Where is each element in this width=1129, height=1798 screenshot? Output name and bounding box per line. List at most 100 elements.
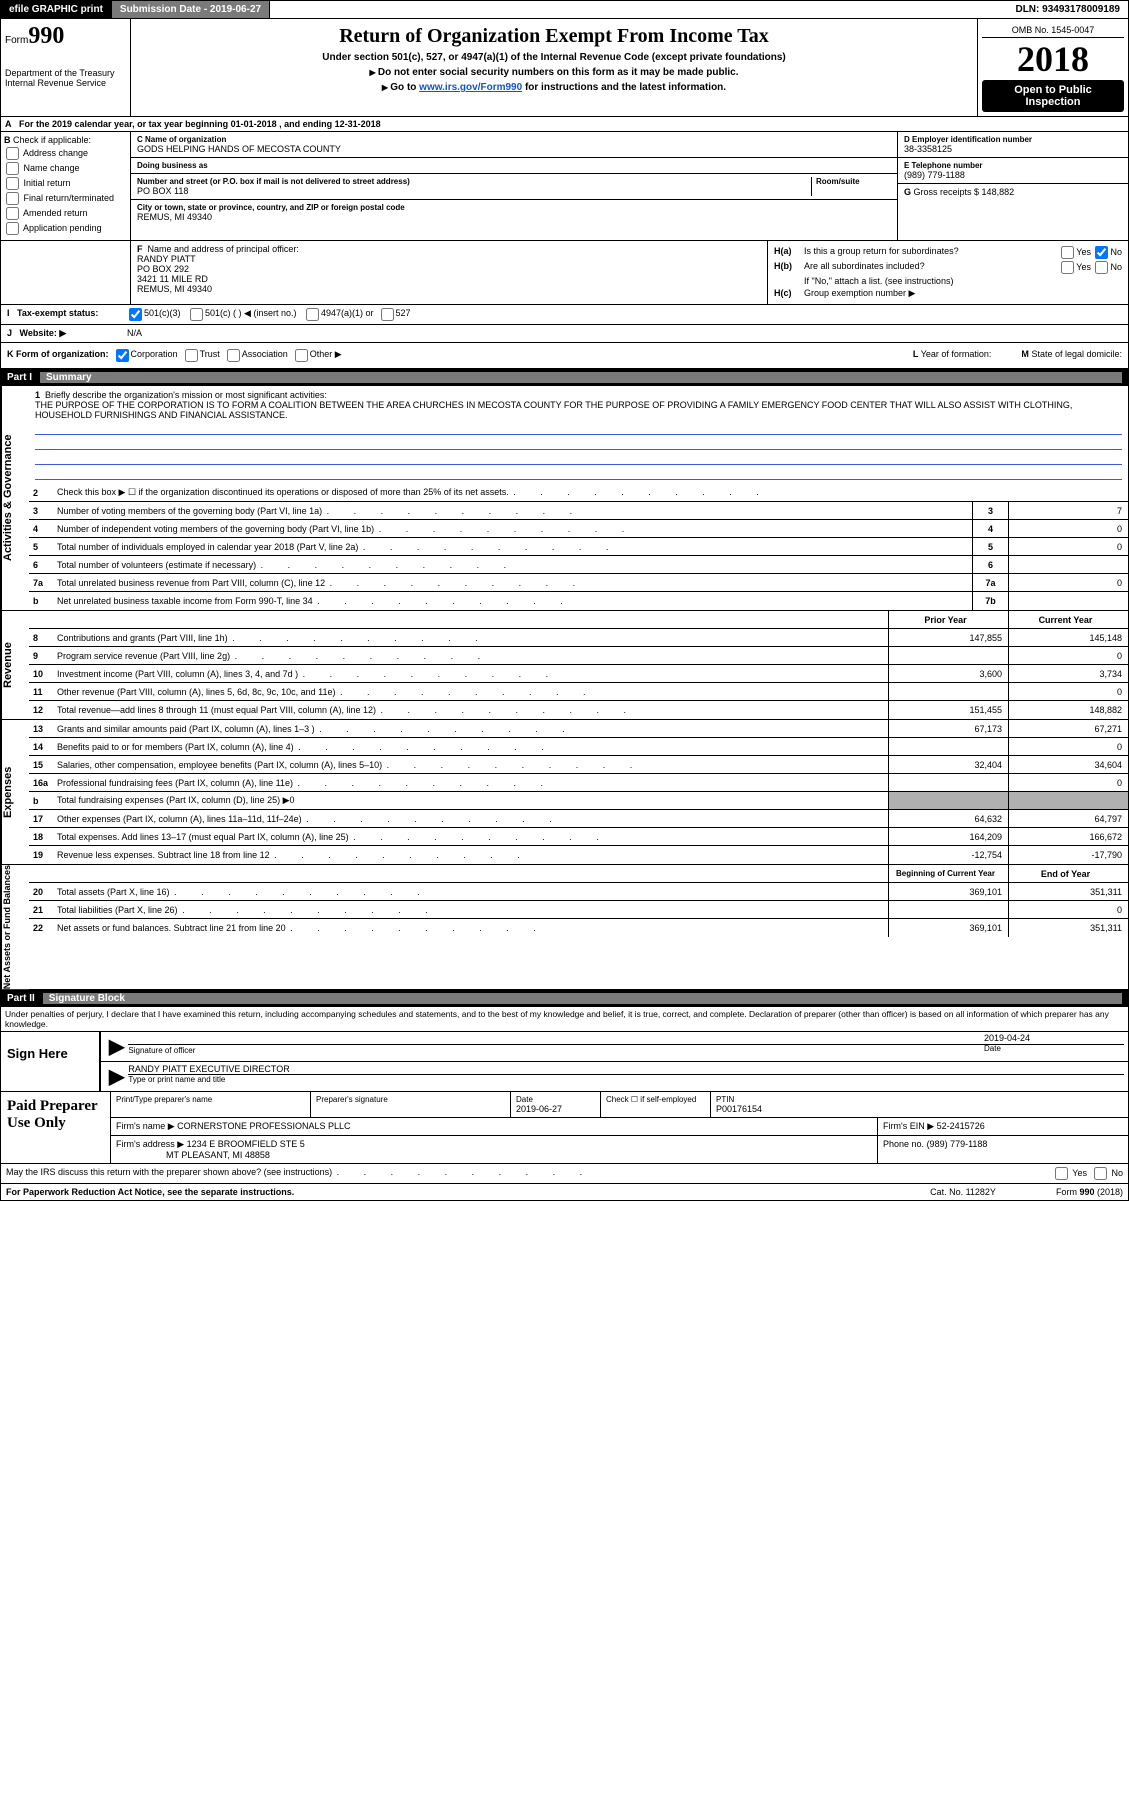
website-value: N/A <box>127 328 142 339</box>
signature-declaration: Under penalties of perjury, I declare th… <box>0 1007 1129 1032</box>
gov-line: 7aTotal unrelated business revenue from … <box>29 574 1128 592</box>
chk-final-return[interactable]: Final return/terminated <box>4 192 127 205</box>
a-ending: , and ending 12-31-2018 <box>279 119 381 129</box>
gov-line: 3Number of voting members of the governi… <box>29 502 1128 520</box>
col-f: F Name and address of principal officer:… <box>131 241 768 304</box>
net-line: 21Total liabilities (Part X, line 26)0 <box>29 901 1128 919</box>
hb-yes[interactable] <box>1061 261 1074 274</box>
chk-501c3[interactable] <box>129 308 142 321</box>
net-col-headers: Beginning of Current Year End of Year <box>29 865 1128 883</box>
hb-no[interactable] <box>1095 261 1108 274</box>
form-number-cell: Form990 Department of the Treasury Inter… <box>1 19 131 116</box>
chk-corp[interactable] <box>116 349 129 362</box>
form-number: 990 <box>28 23 64 49</box>
sign-here-label: Sign Here <box>1 1032 101 1091</box>
chk-app-pending[interactable]: Application pending <box>4 222 127 235</box>
officer-printed-name: RANDY PIATT EXECUTIVE DIRECTOR <box>128 1064 1124 1074</box>
chk-assoc[interactable] <box>227 349 240 362</box>
hc-text: Group exemption number ▶ <box>804 288 915 299</box>
org-city: REMUS, MI 49340 <box>137 212 891 222</box>
revenue-section: Revenue Prior Year Current Year 8Contrib… <box>0 611 1129 720</box>
prep-name-label: Print/Type preparer's name <box>116 1095 305 1104</box>
chk-trust[interactable] <box>185 349 198 362</box>
chk-4947[interactable] <box>306 308 319 321</box>
sig-date: 2019-04-24 <box>984 1033 1124 1043</box>
firm-addr-label: Firm's address ▶ <box>116 1139 184 1149</box>
cat-no: Cat. No. 11282Y <box>930 1187 996 1197</box>
j-label: J <box>7 328 12 338</box>
ha-text: Is this a group return for subordinates? <box>804 246 959 259</box>
omb-number: OMB No. 1545-0047 <box>982 23 1124 38</box>
row-j: J Website: ▶ N/A <box>0 325 1129 343</box>
discuss-yes[interactable] <box>1055 1167 1068 1180</box>
rev-line: 12Total revenue—add lines 8 through 11 (… <box>29 701 1128 719</box>
l-label: L <box>913 349 919 359</box>
part2-header: Part II Signature Block <box>0 990 1129 1007</box>
net-line: 20Total assets (Part X, line 16)369,1013… <box>29 883 1128 901</box>
exp-line: 15Salaries, other compensation, employee… <box>29 756 1128 774</box>
mission-rule <box>35 438 1122 450</box>
form-note-ssn: Do not enter social security numbers on … <box>137 67 971 78</box>
officer-name: RANDY PIATT <box>137 254 196 264</box>
mission-rule <box>35 453 1122 465</box>
firm-phone-label: Phone no. <box>883 1139 924 1149</box>
footer-row: For Paperwork Reduction Act Notice, see … <box>0 1184 1129 1201</box>
ha-no[interactable] <box>1095 246 1108 259</box>
hdr-end: End of Year <box>1008 865 1128 882</box>
ha-label: H(a) <box>774 246 804 259</box>
exp-line: 18Total expenses. Add lines 13–17 (must … <box>29 828 1128 846</box>
row-a: A For the 2019 calendar year, or tax yea… <box>0 117 1129 132</box>
opt-assoc: Association <box>242 349 288 362</box>
irs-link[interactable]: www.irs.gov/Form990 <box>419 82 522 93</box>
self-employed-check[interactable]: Check ☐ if self-employed <box>601 1092 711 1117</box>
g-label: G <box>904 187 911 197</box>
officer-addr1: PO BOX 292 <box>137 264 189 274</box>
opt-527: 527 <box>396 308 411 321</box>
a-text: For the 2019 calendar year, or tax year … <box>19 119 277 129</box>
irs-discuss-q: May the IRS discuss this return with the… <box>6 1167 584 1180</box>
discuss-no[interactable] <box>1094 1167 1107 1180</box>
efile-print-button[interactable]: efile GRAPHIC print <box>1 1 112 18</box>
row-i: I Tax-exempt status: 501(c)(3) 501(c) ( … <box>0 305 1129 325</box>
chk-initial-return[interactable]: Initial return <box>4 177 127 190</box>
firm-ein: 52-2415726 <box>937 1121 985 1131</box>
opt-other: Other ▶ <box>310 349 342 362</box>
a-label: A <box>5 119 12 129</box>
tab-netassets: Net Assets or Fund Balances <box>1 865 29 989</box>
form-note-goto: Go to www.irs.gov/Form990 for instructio… <box>137 82 971 93</box>
org-address: PO BOX 118 <box>137 186 811 196</box>
tab-revenue: Revenue <box>1 611 29 719</box>
chk-name-change[interactable]: Name change <box>4 162 127 175</box>
opt-501c: 501(c) ( ) ◀ (insert no.) <box>205 308 296 321</box>
e-phone-label: E Telephone number <box>904 161 1122 170</box>
col-h: H(a) Is this a group return for subordin… <box>768 241 1128 304</box>
hc-label: H(c) <box>774 288 804 299</box>
gov-line: 4Number of independent voting members of… <box>29 520 1128 538</box>
gov-line: 6Total number of volunteers (estimate if… <box>29 556 1128 574</box>
form-subtitle: Under section 501(c), 527, or 4947(a)(1)… <box>137 52 971 63</box>
i-label: I <box>7 308 10 318</box>
chk-501c[interactable] <box>190 308 203 321</box>
opt-4947: 4947(a)(1) or <box>321 308 374 321</box>
prep-sig-label: Preparer's signature <box>316 1095 505 1104</box>
chk-other[interactable] <box>295 349 308 362</box>
governance-section: Activities & Governance 1 Briefly descri… <box>0 386 1129 611</box>
net-line: 22Net assets or fund balances. Subtract … <box>29 919 1128 937</box>
submission-date: Submission Date - 2019-06-27 <box>112 1 270 18</box>
f-label: F <box>137 244 143 254</box>
ptin-label: PTIN <box>716 1095 1123 1104</box>
netassets-section: Net Assets or Fund Balances Beginning of… <box>0 865 1129 990</box>
gov-line: bNet unrelated business taxable income f… <box>29 592 1128 610</box>
part1-num: Part I <box>7 372 40 383</box>
chk-address-change[interactable]: Address change <box>4 147 127 160</box>
ha-yes[interactable] <box>1061 246 1074 259</box>
firm-name-label: Firm's name ▶ <box>116 1121 175 1131</box>
sign-here-block: Sign Here ▶ Signature of officer 2019-04… <box>0 1032 1129 1092</box>
chk-amended[interactable]: Amended return <box>4 207 127 220</box>
k-label: K Form of organization: <box>7 349 109 362</box>
open-public-badge: Open to Public Inspection <box>982 80 1124 112</box>
chk-527[interactable] <box>381 308 394 321</box>
prep-date: 2019-06-27 <box>516 1104 595 1114</box>
line1-num: 1 <box>35 390 40 400</box>
mission-text: THE PURPOSE OF THE CORPORATION IS TO FOR… <box>35 400 1072 420</box>
